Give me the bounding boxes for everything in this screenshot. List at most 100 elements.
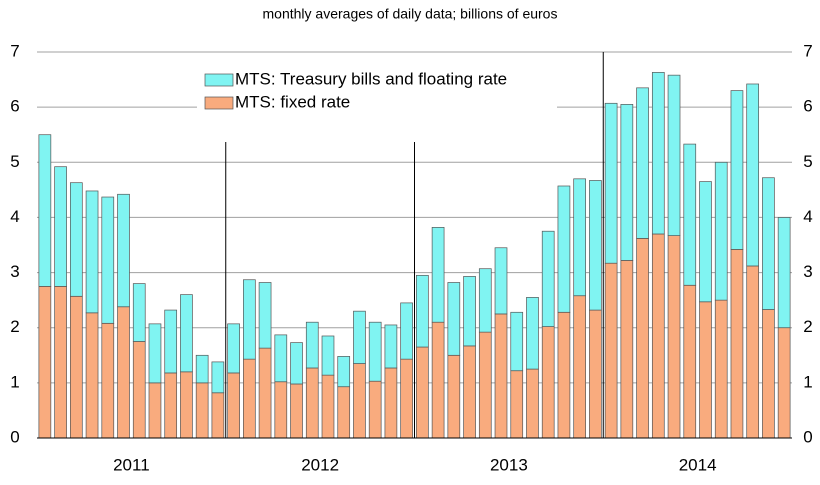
x-group-label: 2013 <box>490 455 528 474</box>
bar-segment <box>148 382 162 439</box>
bar-segment <box>463 276 476 347</box>
bar-segment <box>636 87 649 239</box>
bar-segment <box>305 367 319 439</box>
bar-segment <box>667 235 681 439</box>
bar-segment <box>510 311 524 372</box>
bar-segment <box>85 190 99 314</box>
bar-segment <box>777 217 791 329</box>
bar-segment <box>69 182 83 297</box>
y2-tick-label: 2 <box>803 317 812 336</box>
bar-segment <box>762 309 775 439</box>
bar-segment <box>211 392 225 439</box>
bar-segment <box>636 238 649 439</box>
bar-segment <box>746 265 760 439</box>
bar-segment <box>494 247 508 315</box>
y2-tick-label: 4 <box>803 207 812 226</box>
bar-segment <box>195 354 209 384</box>
y-tick-label: 6 <box>10 97 19 116</box>
legend-label: MTS: fixed rate <box>235 92 350 111</box>
bar-segment <box>589 180 602 311</box>
bar-segment <box>463 345 476 439</box>
legend-label: MTS: Treasury bills and floating rate <box>235 69 507 88</box>
bar-segment <box>714 299 728 439</box>
bar-segment <box>337 356 351 388</box>
bar-segment <box>541 326 555 439</box>
bar-segment <box>117 306 130 439</box>
bar-segment <box>353 363 366 439</box>
bar-segment <box>746 83 760 267</box>
bar-segment <box>305 321 319 369</box>
bar-segment <box>431 227 445 323</box>
bar-segment <box>258 282 272 349</box>
y2-tick-label: 6 <box>803 97 812 116</box>
bar-segment <box>353 310 366 364</box>
x-group-label: 2014 <box>679 455 717 474</box>
bar-segment <box>699 181 712 303</box>
bar-segment <box>54 166 67 287</box>
y2-tick-label: 5 <box>803 152 812 171</box>
bar-segment <box>651 72 665 235</box>
bar-segment <box>589 309 602 439</box>
bar-segment <box>368 321 382 382</box>
bar-segment <box>683 284 697 439</box>
y2-tick-label: 3 <box>803 262 812 281</box>
bar-segment <box>290 383 303 439</box>
y2-tick-label: 7 <box>803 41 812 60</box>
bar-segment <box>400 302 413 360</box>
y-tick-label: 5 <box>10 152 19 171</box>
bar-segment <box>557 311 571 439</box>
bar-segment <box>667 74 681 236</box>
bar-segment <box>132 341 146 439</box>
bar-segment <box>494 313 508 439</box>
chart-subtitle: monthly averages of daily data; billions… <box>263 6 558 22</box>
legend-swatch <box>204 73 234 87</box>
bar-segment <box>211 361 225 394</box>
y-tick-label: 2 <box>10 317 19 336</box>
bar-segment <box>384 324 398 369</box>
bar-segment <box>730 90 744 250</box>
bar-segment <box>384 367 398 439</box>
bar-segment <box>258 347 272 439</box>
y-tick-label: 1 <box>10 372 19 391</box>
bar-segment <box>762 177 775 310</box>
bar-segment <box>164 309 178 374</box>
bar-segment <box>620 104 634 261</box>
bar-segment <box>227 323 240 374</box>
bar-segment <box>38 134 52 287</box>
bar-segment <box>510 370 524 439</box>
bar-segment <box>321 335 335 376</box>
y2-tick-label: 1 <box>803 372 812 391</box>
bar-segment <box>274 334 288 383</box>
bar-segment <box>117 193 130 308</box>
bar-segment <box>714 161 728 301</box>
bar-segment <box>290 342 303 385</box>
bar-segment <box>148 323 162 384</box>
bar-segment <box>557 185 571 313</box>
bar-segment <box>478 268 492 333</box>
bar-segment <box>337 386 351 439</box>
y2-tick-label: 0 <box>803 427 812 446</box>
bar-segment <box>447 282 461 356</box>
bar-segment <box>85 312 99 439</box>
bar-segment <box>132 283 146 342</box>
bar-segment <box>683 143 697 286</box>
y-tick-label: 0 <box>10 427 19 446</box>
bar-segment <box>478 331 492 439</box>
y-tick-label: 4 <box>10 207 19 226</box>
bar-segment <box>38 286 52 439</box>
bar-segment <box>416 346 429 439</box>
bar-segment <box>777 327 791 439</box>
bar-segment <box>573 178 586 297</box>
bar-segment <box>195 382 209 439</box>
bar-segment <box>164 372 178 439</box>
bar-segment <box>274 381 288 439</box>
bar-segment <box>227 372 240 439</box>
bar-segment <box>431 321 445 439</box>
bar-segment <box>321 374 335 439</box>
bar-segment <box>526 368 539 439</box>
bar-segment <box>101 322 115 439</box>
bar-segment <box>604 102 618 264</box>
y-tick-label: 7 <box>10 41 19 60</box>
bar-segment <box>730 249 744 439</box>
